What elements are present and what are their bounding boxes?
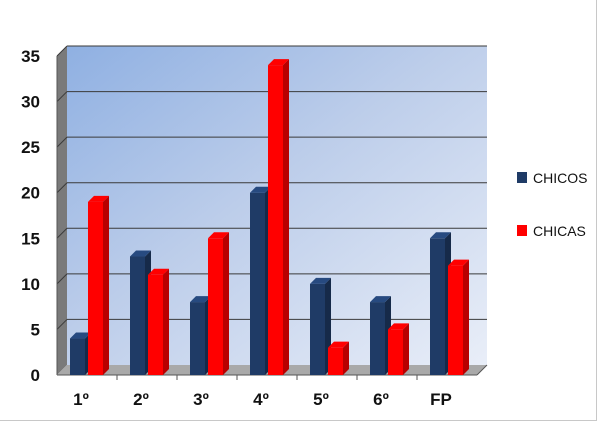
y-axis: 0 5 10 15 20 25 30 35	[21, 47, 58, 385]
bar-chicos-2	[130, 250, 151, 375]
bar-chicos-6	[370, 296, 391, 375]
bars	[70, 59, 469, 375]
legend-swatch-chicos	[517, 172, 527, 183]
plot-side-wall	[57, 46, 67, 375]
bar-front	[448, 265, 463, 375]
bar-front	[268, 65, 283, 375]
legend-label-chicas: CHICAS	[533, 223, 586, 239]
bar-top	[208, 232, 229, 239]
x-axis: 1º 2º 3º 4º 5º 6º FP	[57, 364, 488, 409]
y-tick-label: 0	[31, 366, 40, 385]
x-tick-label: 4º	[253, 390, 269, 409]
bar-front	[208, 238, 223, 375]
bar-front	[70, 338, 85, 375]
bar-side	[463, 259, 469, 375]
x-tick-label: 2º	[133, 390, 149, 409]
bar-top	[430, 232, 451, 239]
y-tick-label: 25	[21, 138, 40, 157]
x-tick-label: 6º	[373, 390, 389, 409]
bar-top	[148, 268, 169, 275]
bar-side	[103, 195, 109, 375]
x-tick-label: 1º	[73, 390, 89, 409]
bar-side	[283, 59, 289, 375]
bar-top	[70, 332, 91, 339]
gridline-side	[56, 182, 68, 194]
bar-front	[88, 201, 103, 375]
bar-top	[370, 296, 391, 303]
bar-side	[223, 232, 229, 375]
bar-front	[190, 302, 205, 375]
bar-chicos-1	[70, 332, 91, 375]
bar-side	[403, 323, 409, 375]
y-tick-label: 35	[21, 47, 40, 66]
bar-chicas-5	[328, 341, 349, 375]
y-tick-label: 15	[21, 229, 40, 248]
bar-chicas-7	[448, 259, 469, 375]
bar-front	[310, 283, 325, 375]
bar-front	[328, 347, 343, 375]
x-tick-label: 3º	[193, 390, 209, 409]
gridline-side	[56, 45, 68, 57]
bar-chicas-1	[88, 195, 109, 375]
bar-front	[388, 329, 403, 375]
bar-side	[343, 341, 349, 375]
gridline-side	[56, 91, 68, 102]
bar-chicas-6	[388, 323, 409, 375]
bar-front	[370, 302, 385, 375]
bar-top	[250, 186, 271, 193]
bar-top	[388, 323, 409, 330]
y-tick-label: 5	[31, 320, 40, 339]
gridline-side	[56, 319, 68, 330]
legend-swatch-chicas	[517, 225, 527, 236]
bar-chicos-4	[250, 186, 271, 375]
bar-front	[250, 192, 265, 375]
bar-top	[88, 195, 109, 202]
bar-front	[430, 238, 445, 375]
x-tick-label: FP	[430, 390, 452, 409]
bar-chicos-3	[190, 296, 211, 375]
bar-top	[190, 296, 211, 303]
bar-side	[163, 268, 169, 375]
bar-chicos-5	[310, 277, 331, 375]
bar-top	[268, 59, 289, 66]
bar-top	[130, 250, 151, 257]
y-tick-label: 10	[21, 275, 40, 294]
bar-chicas-3	[208, 232, 229, 375]
bar-front	[148, 274, 163, 375]
x-tick-label: 5º	[313, 390, 329, 409]
gridline-side	[56, 136, 68, 148]
x-axis-end	[476, 364, 488, 376]
bar-chicos-7	[430, 232, 451, 375]
gridline-side	[56, 273, 68, 285]
gridline-side	[56, 227, 68, 239]
bar-top	[328, 341, 349, 348]
legend-label-chicos: CHICOS	[533, 170, 587, 186]
legend: CHICOS CHICAS	[517, 170, 587, 239]
bar-top	[448, 259, 469, 266]
y-tick-label: 20	[21, 184, 40, 203]
bar-chicas-2	[148, 268, 169, 375]
bar-chicas-4	[268, 59, 289, 375]
y-tick-label: 30	[21, 93, 40, 112]
bar-front	[130, 256, 145, 375]
bar-top	[310, 277, 331, 284]
